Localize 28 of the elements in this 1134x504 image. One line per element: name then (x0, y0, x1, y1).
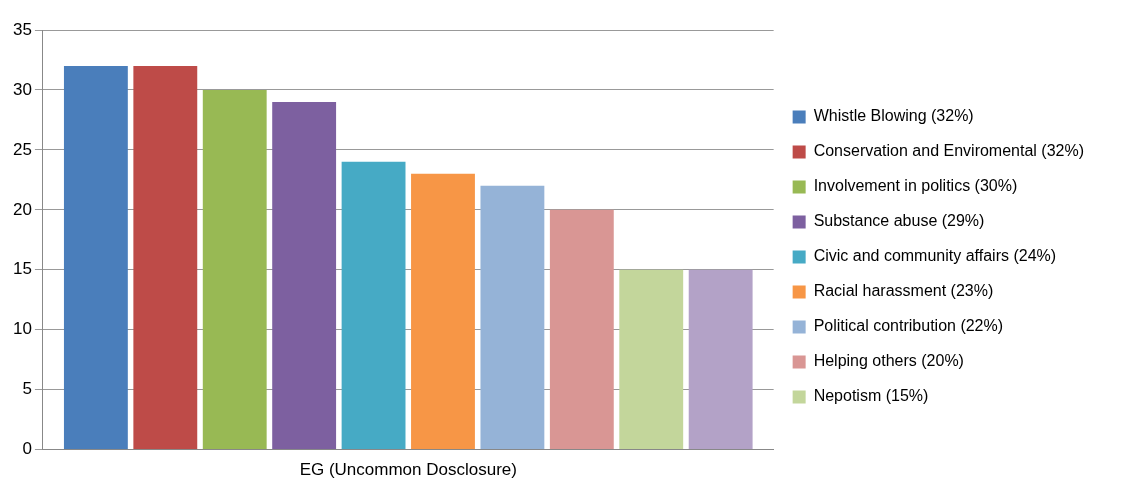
bar (63, 65, 128, 450)
legend-label: Civic and community affairs (24%) (813, 247, 1057, 265)
bar (549, 209, 614, 450)
bar (688, 269, 753, 450)
legend-label: Conservation and Enviromental (32%) (813, 142, 1084, 160)
bar (411, 173, 475, 450)
legend-label: Involvement in politics (30%) (813, 177, 1018, 195)
y-tick-label: 15 (12, 259, 32, 279)
legend-label: Whistle Blowing (32%) (813, 107, 974, 125)
bar (480, 185, 545, 450)
legend-label: Political contribution (22%) (813, 317, 1004, 335)
bar (133, 65, 198, 450)
legend-label: Substance abuse (29%) (813, 212, 985, 230)
y-tick-label: 5 (22, 379, 32, 399)
legend-label: Nepotism (15%) (813, 387, 929, 405)
y-tick-label: 10 (12, 319, 32, 339)
y-tick-label: 20 (12, 199, 32, 219)
x-tick-label: EG (Uncommon Dosclosure) (299, 460, 517, 480)
legend-label: Helping others (20%) (813, 352, 964, 370)
y-tick-label: 35 (12, 19, 32, 39)
y-tick-label: 25 (12, 139, 32, 159)
bar (202, 89, 267, 450)
bar (619, 269, 684, 450)
legend-label: Racial harassment (23%) (813, 282, 994, 300)
bar (341, 161, 406, 450)
y-tick-label: 0 (22, 439, 32, 459)
y-tick-label: 30 (12, 79, 32, 99)
bar (272, 101, 337, 450)
